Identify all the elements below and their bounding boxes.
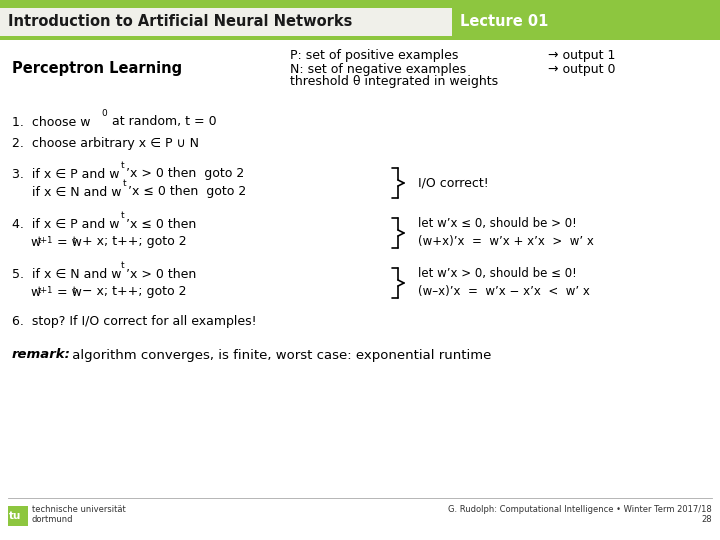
Text: 28: 28	[701, 516, 712, 524]
Text: + x; t++; goto 2: + x; t++; goto 2	[78, 235, 186, 248]
Text: − x; t++; goto 2: − x; t++; goto 2	[78, 286, 186, 299]
Text: 4.  if x ∈ P and w: 4. if x ∈ P and w	[12, 218, 120, 231]
Text: ’x ≤ 0 then: ’x ≤ 0 then	[126, 218, 197, 231]
Text: algorithm converges, is finite, worst case: exponential runtime: algorithm converges, is finite, worst ca…	[68, 348, 491, 361]
Text: 1.  choose w: 1. choose w	[12, 116, 91, 129]
Text: threshold θ integrated in weights: threshold θ integrated in weights	[290, 76, 498, 89]
Text: → output 0: → output 0	[548, 63, 616, 76]
Text: dortmund: dortmund	[32, 516, 73, 524]
Text: 3.  if x ∈ P and w: 3. if x ∈ P and w	[12, 167, 120, 180]
Text: 6.  stop? If I/O correct for all examples!: 6. stop? If I/O correct for all examples…	[12, 315, 256, 328]
Text: if x ∈ N and w: if x ∈ N and w	[12, 186, 122, 199]
Text: remark:: remark:	[12, 348, 71, 361]
Text: G. Rudolph: Computational Intelligence • Winter Term 2017/18: G. Rudolph: Computational Intelligence •…	[449, 505, 712, 515]
Text: t+1: t+1	[38, 286, 53, 295]
Text: (w+x)’x  =  w’x + x’x  >  w’ x: (w+x)’x = w’x + x’x > w’ x	[418, 235, 594, 248]
Text: t: t	[121, 211, 125, 220]
Text: 5.  if x ∈ N and w: 5. if x ∈ N and w	[12, 267, 122, 280]
Text: t: t	[73, 286, 76, 295]
Text: N: set of negative examples: N: set of negative examples	[290, 63, 466, 76]
Text: t+1: t+1	[38, 236, 53, 245]
Text: t: t	[123, 179, 127, 188]
Text: ’x > 0 then: ’x > 0 then	[126, 267, 197, 280]
Text: t: t	[121, 261, 125, 270]
Text: ’x ≤ 0 then  goto 2: ’x ≤ 0 then goto 2	[128, 186, 246, 199]
Bar	[8, 506, 28, 526]
Text: w: w	[30, 235, 40, 248]
Text: tu: tu	[9, 511, 22, 521]
Text: let w’x > 0, should be ≤ 0!: let w’x > 0, should be ≤ 0!	[418, 267, 577, 280]
Text: t: t	[121, 161, 125, 170]
Text: 0: 0	[101, 109, 107, 118]
Text: (w–x)’x  =  w’x − x’x  <  w’ x: (w–x)’x = w’x − x’x < w’ x	[418, 286, 590, 299]
Text: technische universität: technische universität	[32, 505, 126, 515]
Text: let w’x ≤ 0, should be > 0!: let w’x ≤ 0, should be > 0!	[418, 218, 577, 231]
Bar	[0, 0, 720, 8]
Text: Lecture 01: Lecture 01	[460, 15, 549, 30]
Text: P: set of positive examples: P: set of positive examples	[290, 50, 459, 63]
Text: w: w	[30, 286, 40, 299]
Text: → output 1: → output 1	[548, 50, 616, 63]
Text: ’x > 0 then  goto 2: ’x > 0 then goto 2	[126, 167, 244, 180]
Text: at random, t = 0: at random, t = 0	[108, 116, 217, 129]
Text: I/O correct!: I/O correct!	[418, 177, 489, 190]
Text: = w: = w	[53, 286, 82, 299]
Text: t: t	[73, 236, 76, 245]
Bar	[0, 8, 720, 36]
Text: 2.  choose arbitrary x ∈ P ∪ N: 2. choose arbitrary x ∈ P ∪ N	[12, 138, 199, 151]
Text: Perceptron Learning: Perceptron Learning	[12, 60, 182, 76]
Text: Introduction to Artificial Neural Networks: Introduction to Artificial Neural Networ…	[8, 15, 352, 30]
Bar	[452, 8, 720, 36]
Text: = w: = w	[53, 235, 82, 248]
Bar	[0, 36, 720, 40]
